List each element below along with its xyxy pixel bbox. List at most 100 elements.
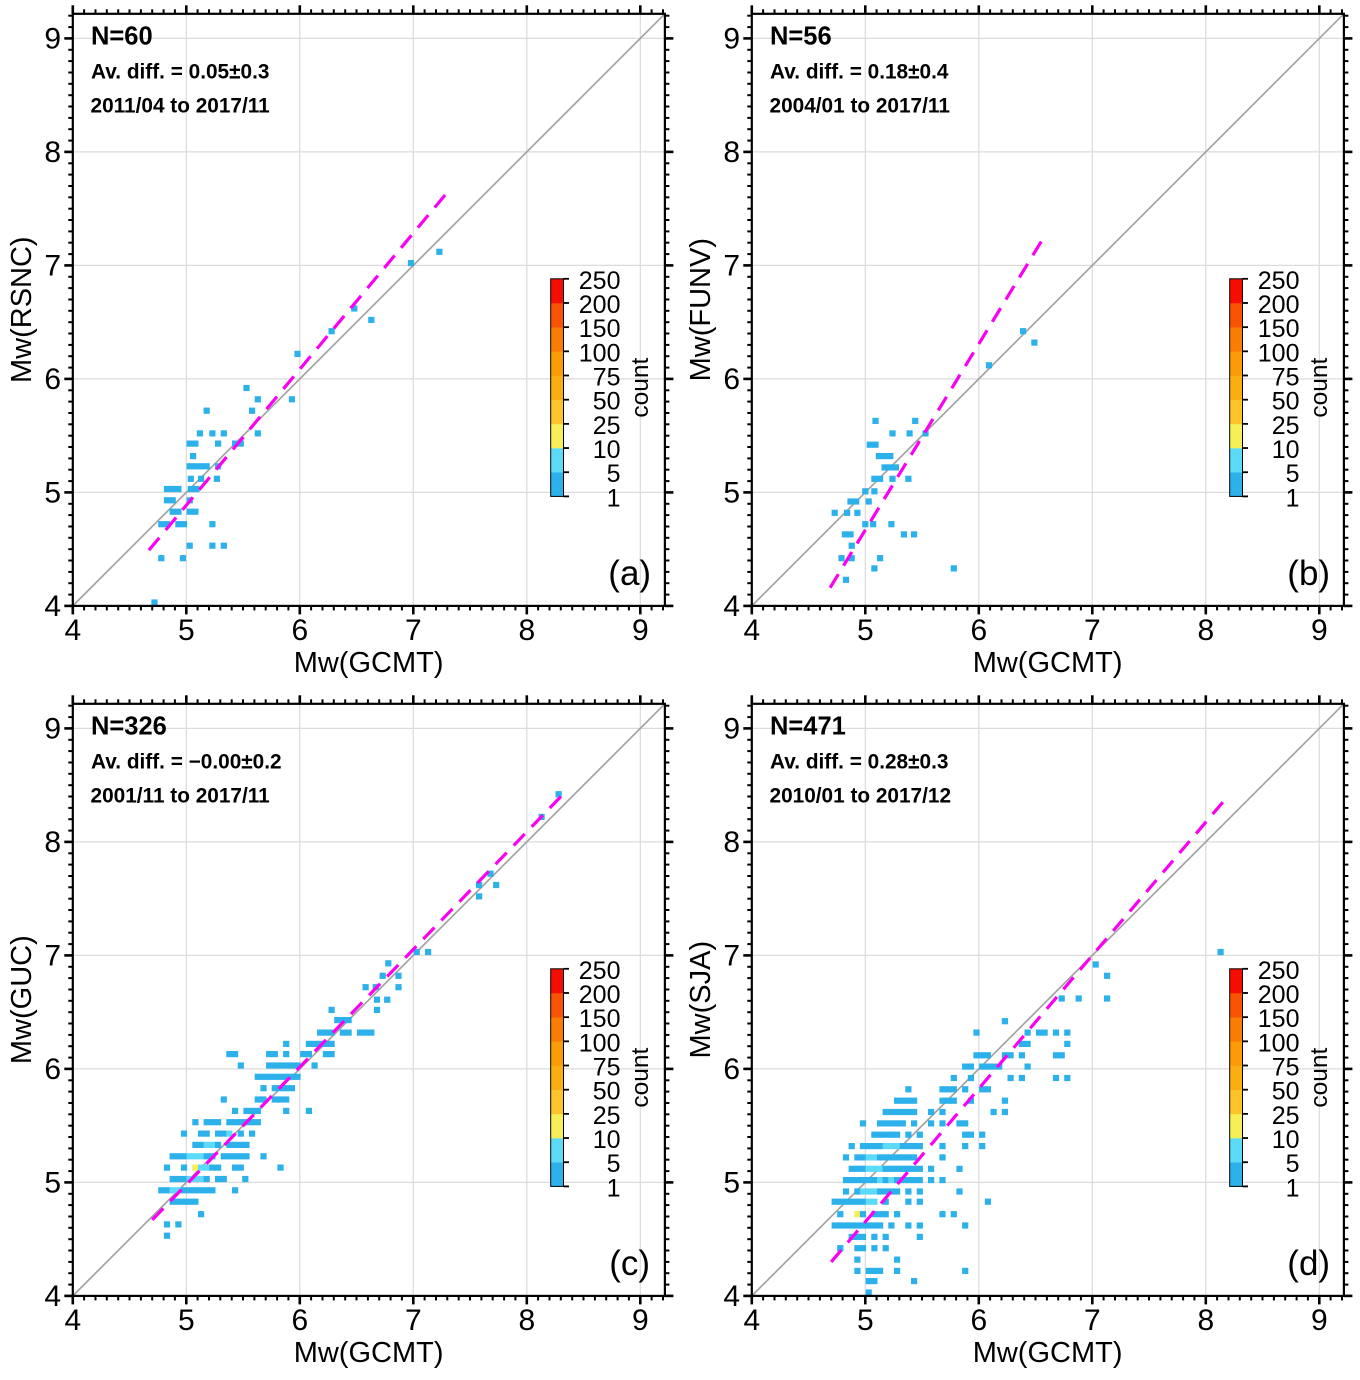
svg-text:7: 7 bbox=[44, 250, 61, 283]
svg-text:10: 10 bbox=[1272, 436, 1300, 464]
svg-text:2010/01 to 2017/12: 2010/01 to 2017/12 bbox=[770, 785, 952, 808]
svg-text:5: 5 bbox=[607, 1150, 621, 1178]
svg-text:5: 5 bbox=[178, 1304, 195, 1337]
svg-text:8: 8 bbox=[518, 1304, 535, 1337]
svg-text:7: 7 bbox=[405, 1304, 422, 1337]
svg-text:6: 6 bbox=[44, 363, 61, 396]
svg-text:5: 5 bbox=[723, 1167, 740, 1200]
svg-text:7: 7 bbox=[1084, 614, 1101, 647]
svg-text:(b): (b) bbox=[1287, 554, 1330, 593]
svg-text:Mw(GCMT): Mw(GCMT) bbox=[973, 647, 1123, 679]
svg-text:Av. diff. = 0.05±0.3: Av. diff. = 0.05±0.3 bbox=[91, 61, 269, 84]
svg-text:75: 75 bbox=[1272, 364, 1300, 392]
svg-text:4: 4 bbox=[64, 614, 81, 647]
svg-text:8: 8 bbox=[723, 136, 740, 169]
svg-text:200: 200 bbox=[579, 981, 621, 1009]
svg-text:4: 4 bbox=[743, 614, 760, 647]
svg-text:6: 6 bbox=[723, 363, 740, 396]
svg-text:2001/11 to 2017/11: 2001/11 to 2017/11 bbox=[91, 785, 270, 808]
svg-text:5: 5 bbox=[44, 477, 61, 510]
svg-text:50: 50 bbox=[593, 1078, 621, 1106]
svg-text:6: 6 bbox=[970, 614, 987, 647]
svg-text:4: 4 bbox=[44, 590, 61, 623]
svg-text:9: 9 bbox=[723, 23, 740, 56]
svg-text:150: 150 bbox=[1258, 1005, 1300, 1033]
svg-text:25: 25 bbox=[593, 412, 621, 440]
svg-text:10: 10 bbox=[593, 436, 621, 464]
svg-text:25: 25 bbox=[1272, 412, 1300, 440]
svg-text:200: 200 bbox=[1258, 981, 1300, 1009]
svg-text:250: 250 bbox=[1258, 267, 1300, 295]
svg-text:Mw(GCMT): Mw(GCMT) bbox=[294, 647, 444, 679]
svg-text:count: count bbox=[1306, 1047, 1333, 1107]
svg-text:9: 9 bbox=[632, 614, 649, 647]
svg-text:100: 100 bbox=[579, 339, 621, 367]
svg-text:50: 50 bbox=[1272, 388, 1300, 416]
svg-text:5: 5 bbox=[723, 477, 740, 510]
svg-text:200: 200 bbox=[1258, 291, 1300, 319]
svg-text:Mw(GCMT): Mw(GCMT) bbox=[973, 1337, 1123, 1369]
svg-text:(d): (d) bbox=[1287, 1244, 1330, 1283]
svg-text:250: 250 bbox=[579, 267, 621, 295]
svg-text:75: 75 bbox=[593, 364, 621, 392]
svg-text:50: 50 bbox=[1272, 1078, 1300, 1106]
svg-text:5: 5 bbox=[857, 614, 874, 647]
svg-text:9: 9 bbox=[632, 1304, 649, 1337]
svg-text:1: 1 bbox=[607, 1174, 621, 1202]
svg-text:4: 4 bbox=[723, 1280, 740, 1313]
svg-text:5: 5 bbox=[1286, 1150, 1300, 1178]
svg-text:count: count bbox=[627, 357, 654, 417]
svg-text:5: 5 bbox=[857, 1304, 874, 1337]
svg-text:7: 7 bbox=[723, 940, 740, 973]
svg-text:N=56: N=56 bbox=[770, 23, 832, 51]
svg-text:Av. diff. = 0.28±0.3: Av. diff. = 0.28±0.3 bbox=[770, 751, 948, 774]
svg-text:6: 6 bbox=[723, 1053, 740, 1086]
svg-text:8: 8 bbox=[723, 826, 740, 859]
svg-text:4: 4 bbox=[743, 1304, 760, 1337]
svg-text:N=326: N=326 bbox=[91, 713, 167, 741]
svg-text:4: 4 bbox=[64, 1304, 81, 1337]
svg-text:Av. diff. = −0.00±0.2: Av. diff. = −0.00±0.2 bbox=[91, 751, 282, 774]
svg-text:1: 1 bbox=[1286, 484, 1300, 512]
svg-text:Mw(GCMT): Mw(GCMT) bbox=[294, 1337, 444, 1369]
svg-text:7: 7 bbox=[44, 940, 61, 973]
svg-text:250: 250 bbox=[1258, 957, 1300, 985]
svg-text:25: 25 bbox=[593, 1102, 621, 1130]
svg-text:9: 9 bbox=[1311, 1304, 1328, 1337]
svg-text:Mw(SJA): Mw(SJA) bbox=[685, 941, 717, 1059]
svg-text:8: 8 bbox=[44, 826, 61, 859]
svg-text:150: 150 bbox=[579, 315, 621, 343]
svg-text:7: 7 bbox=[1084, 1304, 1101, 1337]
svg-text:Mw(FUNV): Mw(FUNV) bbox=[685, 238, 717, 381]
svg-text:100: 100 bbox=[1258, 339, 1300, 367]
svg-text:9: 9 bbox=[44, 23, 61, 56]
svg-text:7: 7 bbox=[723, 250, 740, 283]
svg-text:8: 8 bbox=[518, 614, 535, 647]
svg-text:8: 8 bbox=[1197, 1304, 1214, 1337]
svg-text:5: 5 bbox=[607, 460, 621, 488]
svg-text:count: count bbox=[627, 1047, 654, 1107]
svg-text:6: 6 bbox=[291, 1304, 308, 1337]
svg-text:N=60: N=60 bbox=[91, 23, 153, 51]
svg-text:6: 6 bbox=[970, 1304, 987, 1337]
svg-text:2011/04 to 2017/11: 2011/04 to 2017/11 bbox=[91, 95, 270, 118]
svg-text:6: 6 bbox=[44, 1053, 61, 1086]
svg-text:5: 5 bbox=[44, 1167, 61, 1200]
svg-text:1: 1 bbox=[607, 484, 621, 512]
svg-text:7: 7 bbox=[405, 614, 422, 647]
svg-text:9: 9 bbox=[723, 713, 740, 746]
svg-text:(c): (c) bbox=[609, 1244, 650, 1283]
svg-text:25: 25 bbox=[1272, 1102, 1300, 1130]
svg-text:75: 75 bbox=[1272, 1054, 1300, 1082]
svg-text:(a): (a) bbox=[608, 554, 651, 593]
svg-text:10: 10 bbox=[593, 1126, 621, 1154]
svg-text:5: 5 bbox=[178, 614, 195, 647]
svg-text:9: 9 bbox=[1311, 614, 1328, 647]
svg-text:200: 200 bbox=[579, 291, 621, 319]
svg-text:8: 8 bbox=[1197, 614, 1214, 647]
svg-text:8: 8 bbox=[44, 136, 61, 169]
svg-text:Av. diff. = 0.18±0.4: Av. diff. = 0.18±0.4 bbox=[770, 61, 949, 84]
svg-text:150: 150 bbox=[579, 1005, 621, 1033]
svg-text:2004/01 to 2017/11: 2004/01 to 2017/11 bbox=[770, 95, 950, 118]
svg-text:count: count bbox=[1306, 357, 1333, 417]
